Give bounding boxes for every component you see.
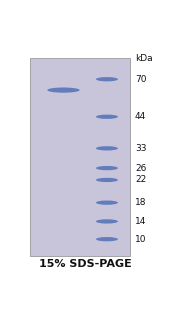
Text: 10: 10 — [135, 235, 146, 244]
Text: 26: 26 — [135, 163, 146, 173]
Ellipse shape — [96, 115, 118, 119]
Ellipse shape — [96, 166, 118, 170]
FancyBboxPatch shape — [30, 58, 130, 256]
Ellipse shape — [96, 201, 118, 205]
Ellipse shape — [96, 146, 118, 150]
Text: 44: 44 — [135, 112, 146, 121]
Text: kDa: kDa — [135, 54, 153, 63]
Ellipse shape — [47, 87, 80, 93]
Text: 70: 70 — [135, 75, 146, 84]
Text: 14: 14 — [135, 217, 146, 226]
Text: 22: 22 — [135, 176, 146, 184]
Ellipse shape — [96, 77, 118, 81]
Text: 15% SDS-PAGE: 15% SDS-PAGE — [39, 259, 132, 269]
Ellipse shape — [96, 237, 118, 241]
Ellipse shape — [96, 219, 118, 223]
Text: 33: 33 — [135, 144, 146, 153]
Text: 18: 18 — [135, 198, 146, 207]
Ellipse shape — [96, 178, 118, 182]
